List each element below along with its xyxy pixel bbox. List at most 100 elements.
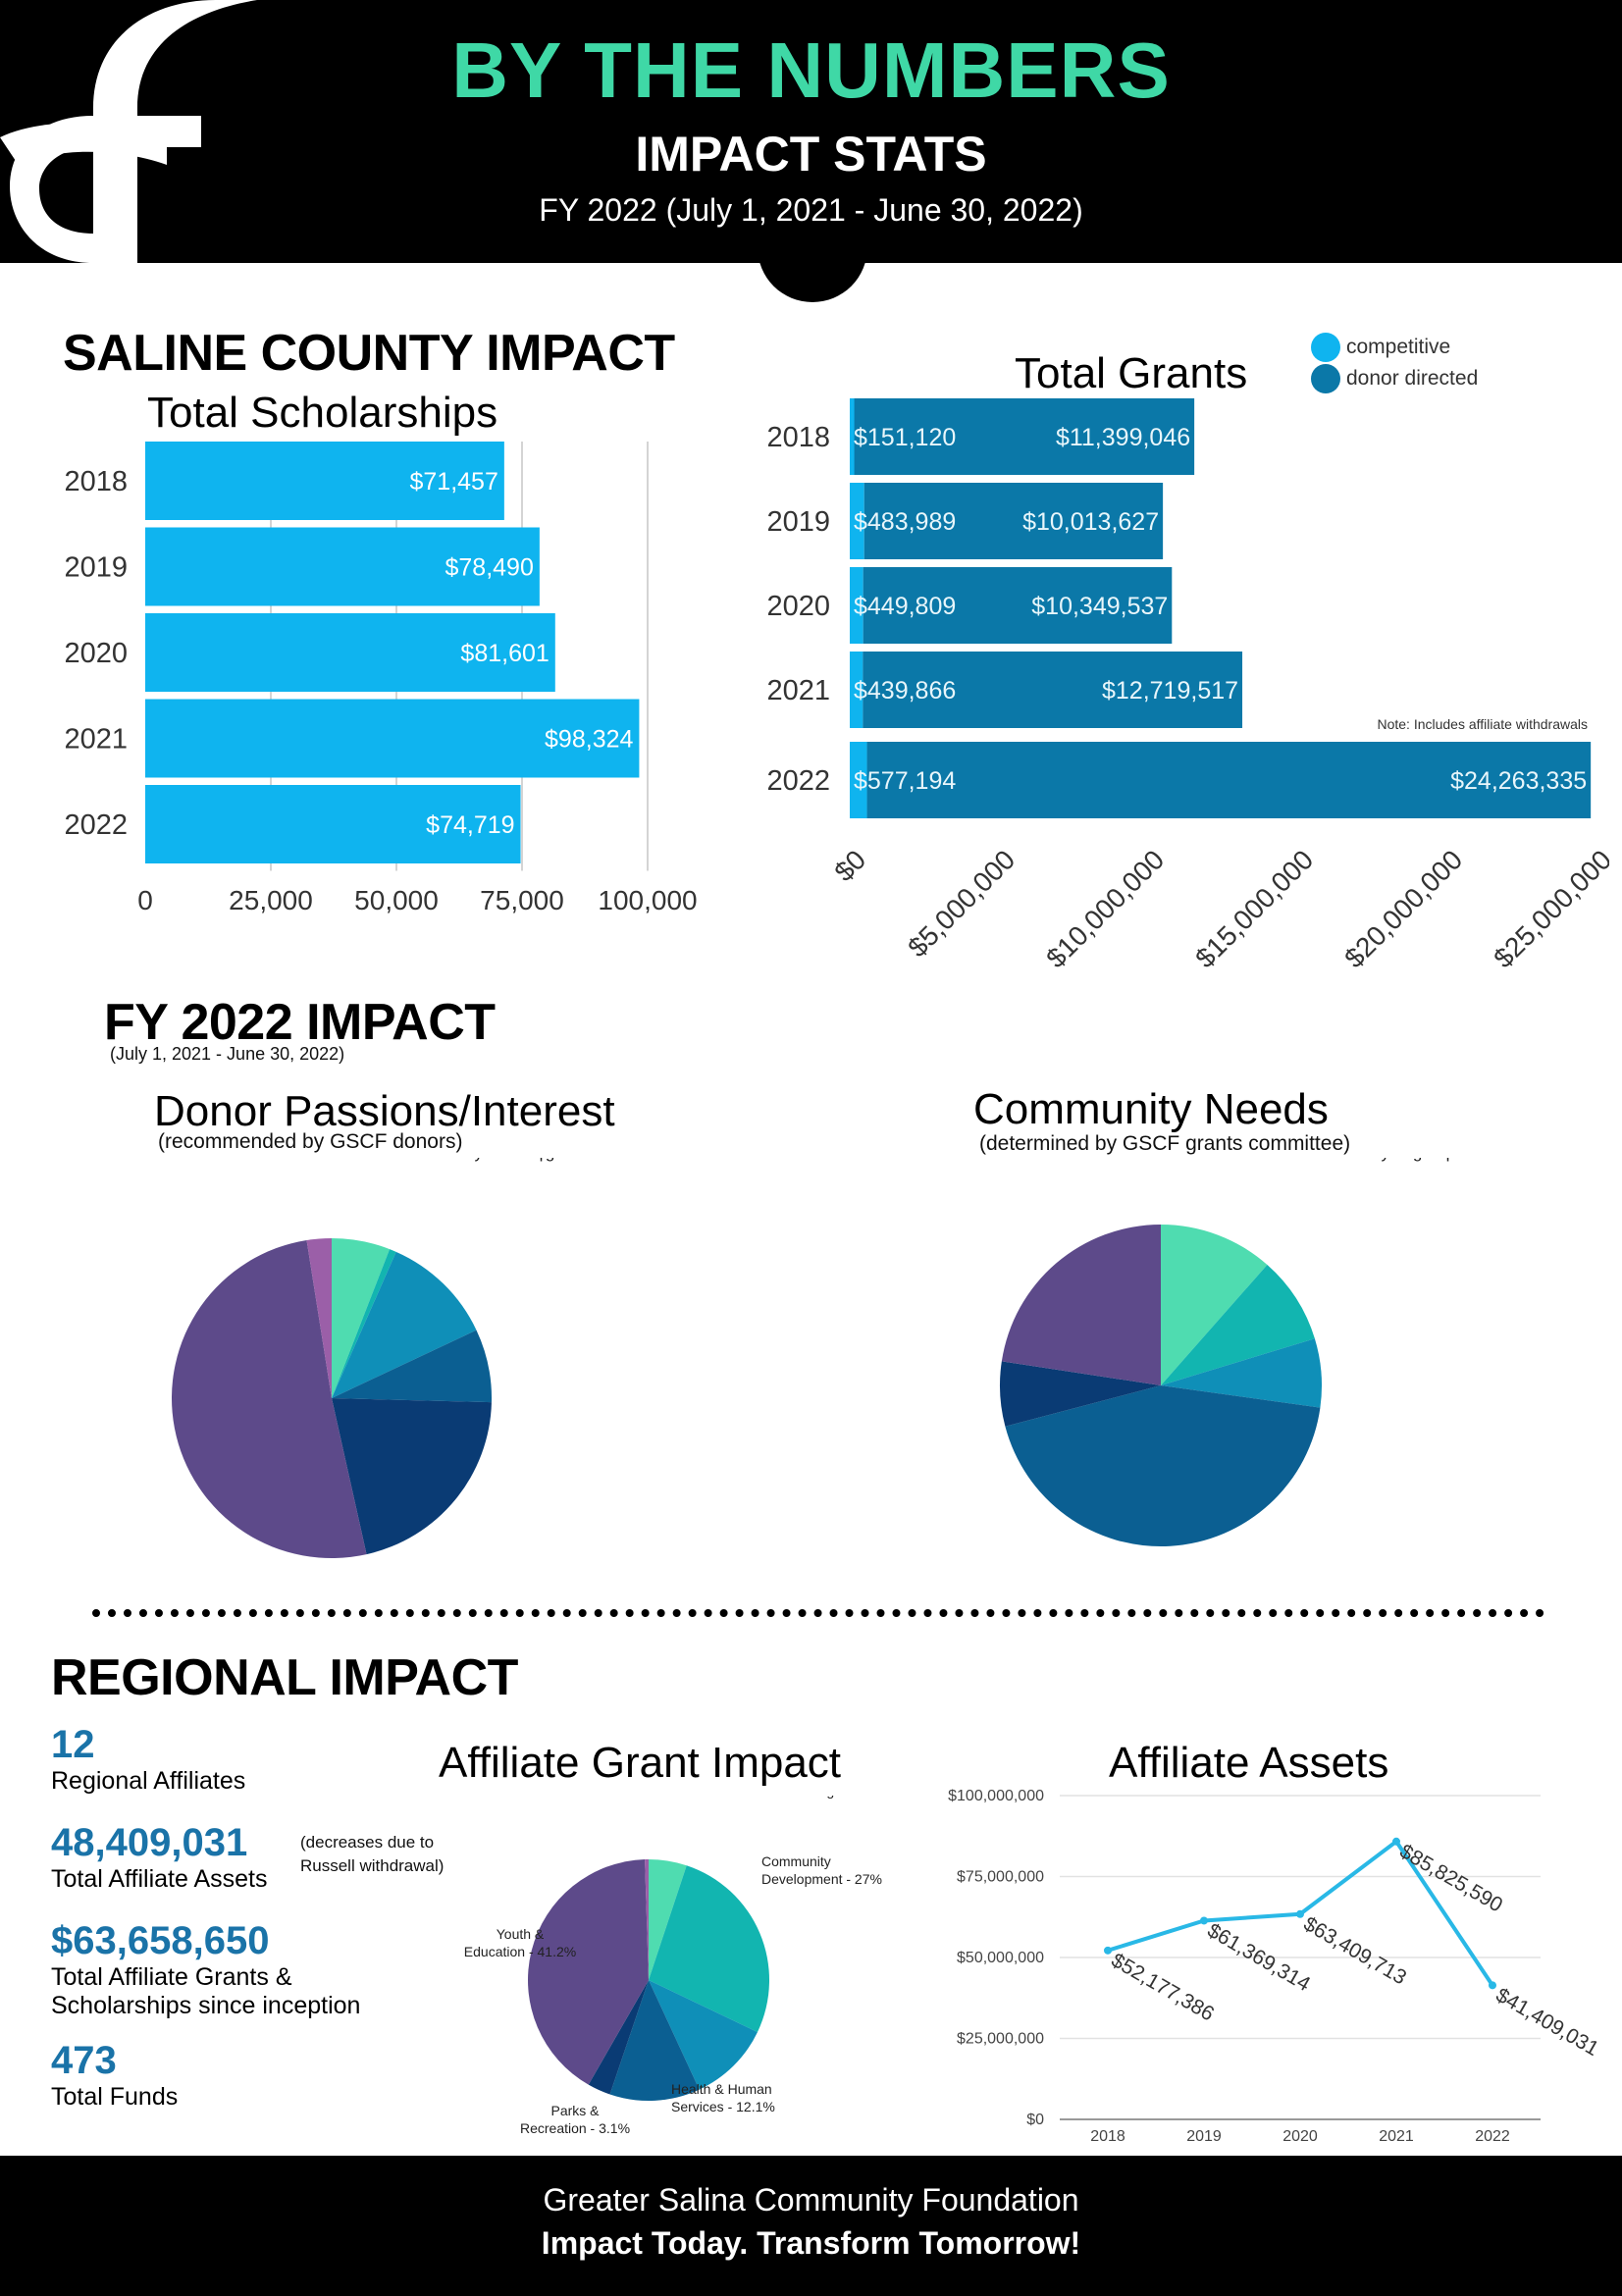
slice-label: Parks & Recreation - 6.5% bbox=[802, 1158, 998, 1162]
header-banner bbox=[0, 0, 1622, 263]
x-tick-label: 0 bbox=[137, 885, 153, 915]
pie-slice bbox=[332, 1251, 477, 1398]
pie-slice bbox=[1161, 1264, 1315, 1385]
x-tick-label: $15,000,000 bbox=[1189, 844, 1319, 973]
x-tick-label: $5,000,000 bbox=[902, 844, 1020, 963]
grants-legend: competitive donor directed bbox=[1311, 332, 1478, 394]
pie-slice bbox=[306, 1238, 332, 1398]
saline-county-heading: SALINE COUNTY IMPACT bbox=[63, 325, 675, 382]
note-line: Russell withdrawal) bbox=[300, 1856, 445, 1875]
competitive-value-label: $439,866 bbox=[854, 677, 956, 704]
data-label: $41,409,031 bbox=[1492, 1984, 1603, 2061]
footer-org-name: Greater Salina Community Foundation bbox=[543, 2182, 1079, 2218]
scholarship-bar bbox=[145, 527, 540, 606]
stat-total-grants: $63,658,650 Total Affiliate Grants & Sch… bbox=[51, 1919, 360, 2020]
y-tick-label: $25,000,000 bbox=[957, 2031, 1044, 2048]
pie-slice bbox=[588, 1980, 649, 2095]
scholarship-bar bbox=[145, 442, 504, 520]
pie-slice bbox=[1005, 1385, 1321, 1546]
slice-label: Faith & Religion - 6.9% bbox=[1327, 1158, 1497, 1162]
assets-point bbox=[1104, 1946, 1112, 1955]
category-label: 2018 bbox=[64, 466, 128, 497]
x-tick-label: 2021 bbox=[1379, 2128, 1414, 2145]
pie-slice bbox=[332, 1398, 492, 1555]
legend-label-competitive: competitive bbox=[1346, 336, 1451, 358]
stat-value: 473 bbox=[51, 2039, 117, 2082]
footer-tagline: Impact Today. Transform Tomorrow! bbox=[541, 2225, 1081, 2261]
x-tick-label: $20,000,000 bbox=[1338, 844, 1468, 973]
pie-slice bbox=[1161, 1338, 1322, 1408]
community-needs-subtitle: (determined by GSCF grants committee) bbox=[979, 1132, 1351, 1155]
stat-label: Scholarships since inception bbox=[51, 1992, 361, 2019]
bar-competitive bbox=[850, 398, 855, 475]
donor-value-label: $11,399,046 bbox=[1056, 424, 1190, 451]
bar-competitive bbox=[850, 567, 863, 644]
legend-swatch-competitive bbox=[1311, 333, 1340, 362]
slice-label: Community Development - 8.8% bbox=[1305, 1158, 1545, 1162]
category-label: 2022 bbox=[766, 765, 830, 797]
slice-label: Faith & Religion - 11.4% bbox=[459, 1158, 638, 1162]
bar-donor-directed bbox=[854, 398, 1195, 475]
x-tick-label: 2020 bbox=[1282, 2128, 1318, 2145]
legend-item-competitive: competitive bbox=[1311, 332, 1478, 363]
pie-slice bbox=[1000, 1361, 1161, 1427]
bar-competitive bbox=[850, 742, 867, 818]
footer-banner bbox=[0, 2156, 1622, 2296]
bar-value-label: $78,490 bbox=[445, 554, 533, 582]
y-tick-label: $50,000,000 bbox=[957, 1950, 1044, 1966]
note-line: (decreases due to bbox=[300, 1833, 435, 1852]
slice-label: Health & Human bbox=[671, 2081, 772, 2097]
legend-swatch-donor-directed bbox=[1311, 364, 1340, 393]
stat-value: 12 bbox=[51, 1723, 95, 1766]
data-label: $85,825,590 bbox=[1396, 1840, 1507, 1916]
slice-label: Arts & Culture - 5.9% bbox=[345, 1158, 502, 1162]
scholarship-bar bbox=[145, 699, 640, 778]
fy-impact-subheading: (July 1, 2021 - June 30, 2022) bbox=[110, 1044, 345, 1064]
category-label: 2018 bbox=[766, 422, 830, 453]
regional-impact-heading: REGIONAL IMPACT bbox=[51, 1649, 518, 1706]
pie-slice bbox=[528, 1859, 649, 2085]
x-tick-label: $25,000,000 bbox=[1488, 844, 1609, 973]
stat-label: Total Affiliate Assets bbox=[51, 1865, 268, 1893]
header-bump bbox=[758, 232, 867, 302]
pie-slice bbox=[171, 1240, 367, 1559]
slice-label: Parks & bbox=[550, 2103, 600, 2118]
pie-slice bbox=[645, 1859, 649, 1980]
page-title: BY THE NUMBERS bbox=[451, 26, 1171, 114]
donor-value-label: $24,263,335 bbox=[1450, 767, 1587, 795]
pie-slice bbox=[649, 1859, 687, 1980]
slice-label: Faith & Religion - 11% bbox=[756, 1796, 891, 1799]
x-tick-label: $0 bbox=[828, 844, 871, 887]
slice-label: Education - 41.2% bbox=[464, 1944, 576, 1959]
community-needs-pie-chart: Arts & Culture - 11.5%Community Developm… bbox=[802, 1158, 1545, 1546]
donor-passions-subtitle: (recommended by GSCF donors) bbox=[158, 1130, 463, 1153]
slice-label: Community bbox=[761, 1853, 831, 1869]
category-label: 2020 bbox=[766, 591, 830, 622]
bar-competitive bbox=[850, 483, 864, 559]
stat-label: Total Funds bbox=[51, 2083, 179, 2111]
assets-point bbox=[1392, 1837, 1400, 1846]
category-label: 2022 bbox=[64, 809, 128, 841]
stat-label: Regional Affiliates bbox=[51, 1767, 246, 1795]
category-label: 2019 bbox=[64, 552, 128, 584]
stat-label: Total Affiliate Grants & bbox=[51, 1963, 292, 1991]
category-label: 2021 bbox=[766, 675, 830, 706]
slice-label: Other - 2.5% bbox=[208, 1158, 302, 1162]
stat-affiliates: 12 Regional Affiliates bbox=[51, 1723, 245, 1796]
legend-label-donor-directed: donor directed bbox=[1346, 367, 1479, 390]
category-label: 2021 bbox=[64, 724, 128, 756]
grants-bar-chart: $151,120 $11,399,046 2018 $483,989 $10,013,6… bbox=[766, 398, 1609, 973]
stat-total-funds: 473 Total Funds bbox=[51, 2039, 178, 2112]
data-label: $63,409,713 bbox=[1300, 1912, 1411, 1989]
bar-donor-directed bbox=[863, 567, 1173, 644]
donor-value-label: $10,013,627 bbox=[1022, 508, 1159, 536]
stat-value: $63,658,650 bbox=[51, 1919, 270, 1962]
slice-label: Arts & Culture - 11.5% bbox=[1230, 1158, 1395, 1162]
bar-donor-directed bbox=[863, 483, 1164, 559]
grants-note: Note: Includes affiliate withdrawals bbox=[1377, 716, 1588, 732]
slice-label: Youth & bbox=[497, 1926, 545, 1942]
slice-label: Youth & Education - 51% bbox=[45, 1158, 230, 1162]
scholarships-bar-chart: 0 25,000 50,000 75,000 100,000 $71,457 2018 $78… bbox=[64, 442, 698, 915]
pie-slice bbox=[649, 1980, 758, 2090]
x-tick-label: $10,000,000 bbox=[1040, 844, 1170, 973]
